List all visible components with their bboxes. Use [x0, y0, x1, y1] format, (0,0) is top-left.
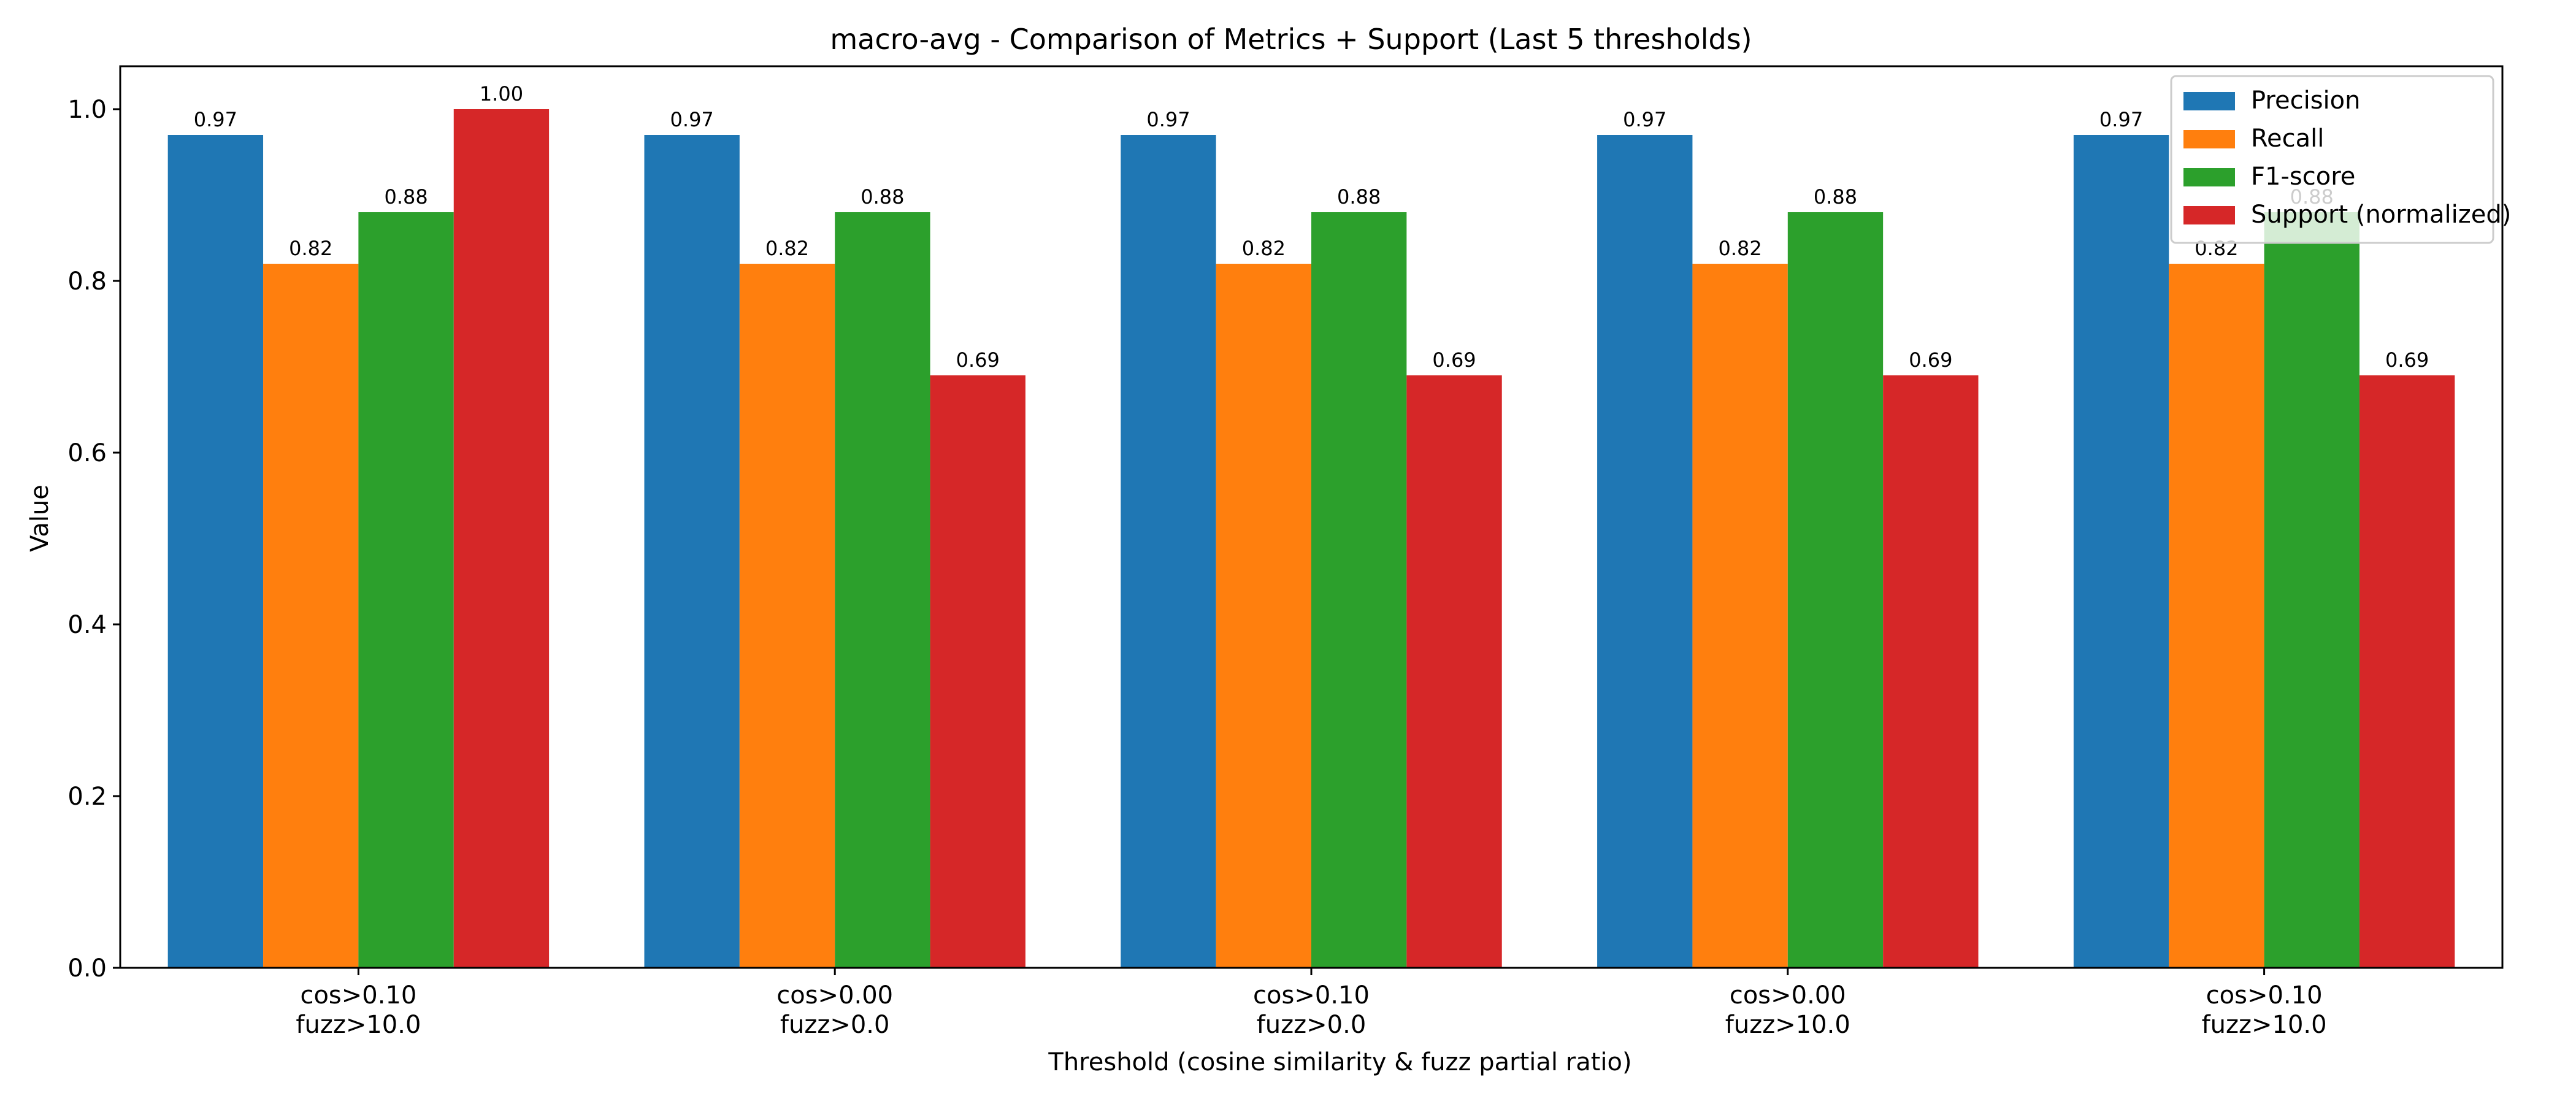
bar-support-normalized: [1406, 375, 1502, 968]
legend-label: Recall: [2251, 125, 2324, 153]
y-tick-label: 0.0: [67, 954, 107, 983]
bar-recall: [1216, 264, 1311, 968]
bar-precision: [644, 135, 740, 968]
legend-box: [2170, 75, 2494, 244]
bar-value-label: 0.82: [1718, 237, 1761, 260]
bar-f1-score: [1311, 212, 1407, 968]
bar-value-label: 0.69: [1909, 348, 1952, 372]
y-axis-label: Value: [26, 485, 54, 552]
plot-area-frame: [119, 65, 2504, 969]
bar-value-label: 1.00: [480, 82, 523, 105]
legend-label: F1-score: [2251, 163, 2355, 191]
bar-support-normalized: [1883, 375, 1979, 968]
bar-value-label: 0.97: [194, 108, 237, 131]
x-tick-label: fuzz>0.0: [780, 1011, 890, 1039]
bar-value-label: 0.69: [956, 348, 1000, 372]
legend-swatch: [2183, 92, 2235, 110]
bar-precision: [167, 135, 264, 968]
y-tick-label: 0.8: [67, 267, 107, 296]
bar-value-label: 0.97: [670, 108, 714, 131]
x-tick-label: fuzz>10.0: [296, 1011, 421, 1039]
bar-f1-score: [835, 212, 930, 968]
x-axis-label: Threshold (cosine similarity & fuzz part…: [1048, 1048, 1631, 1076]
y-axis-ticks: 0.0 0.2 0.4 0.6 0.8 1.0: [67, 96, 120, 983]
bar-recall: [739, 264, 835, 968]
bar-recall: [263, 264, 359, 968]
bar-recall: [1692, 264, 1788, 968]
bar-recall: [2169, 264, 2264, 968]
bar-precision: [2073, 135, 2169, 968]
bar-value-label: 0.97: [1623, 108, 1666, 131]
y-tick-label: 0.4: [67, 611, 107, 639]
bar-series-group: [167, 109, 2455, 968]
y-tick-label: 1.0: [67, 96, 107, 124]
x-tick-label: cos>0.00: [776, 981, 893, 1010]
bar-f1-score: [358, 212, 454, 968]
bar-f1-score: [1787, 212, 1884, 968]
y-tick-label: 0.6: [67, 439, 107, 467]
legend-label: Support (normalized): [2251, 201, 2511, 229]
bar-value-label: 0.88: [384, 185, 427, 209]
legend-swatch: [2183, 168, 2235, 186]
bar-value-label: 0.69: [2385, 348, 2429, 372]
bar-value-label: 0.69: [1432, 348, 1476, 372]
bar-precision: [1597, 135, 1693, 968]
x-tick-label: cos>0.10: [300, 981, 416, 1010]
x-axis-ticks: cos>0.10fuzz>10.0cos>0.00fuzz>0.0cos>0.1…: [296, 968, 2327, 1039]
bar-value-label: 0.97: [2099, 108, 2143, 131]
y-tick-label: 0.2: [67, 783, 107, 811]
bar-value-label: 0.88: [861, 185, 904, 209]
bar-precision: [1121, 135, 1216, 968]
x-tick-label: cos>0.00: [1730, 981, 1846, 1010]
legend-swatch: [2183, 130, 2235, 148]
bar-value-label: 0.88: [1337, 185, 1381, 209]
x-tick-label: cos>0.10: [2206, 981, 2323, 1010]
bar-support-normalized: [930, 375, 1025, 968]
x-tick-label: fuzz>0.0: [1257, 1011, 1367, 1039]
bar-value-label: 0.97: [1146, 108, 1190, 131]
legend-label: Precision: [2251, 86, 2360, 115]
legend-swatch: [2183, 206, 2235, 224]
bar-f1-score: [2264, 212, 2359, 968]
bar-value-label: 0.82: [289, 237, 332, 260]
bar-value-label: 0.82: [765, 237, 809, 260]
chart-title: macro-avg - Comparison of Metrics + Supp…: [830, 23, 1752, 56]
bar-support-normalized: [2359, 375, 2455, 968]
x-tick-label: fuzz>10.0: [1725, 1011, 1850, 1039]
x-tick-label: fuzz>10.0: [2202, 1011, 2327, 1039]
bar-value-label: 0.82: [1242, 237, 1286, 260]
bar-value-label: 0.88: [1814, 185, 1857, 209]
legend: Precision Recall F1-score Support (normaliz…: [2170, 75, 2511, 244]
x-tick-label: cos>0.10: [1253, 981, 1370, 1010]
bar-support-normalized: [453, 109, 550, 968]
